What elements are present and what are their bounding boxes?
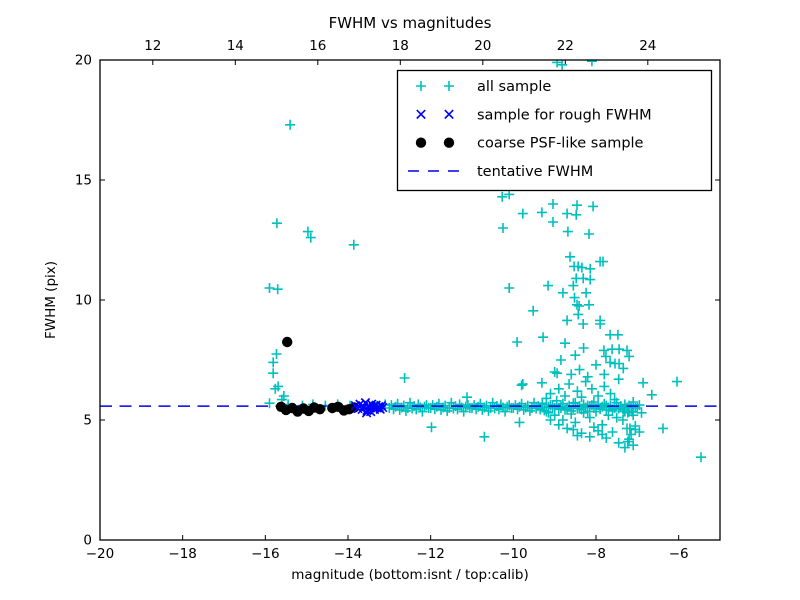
- legend-dot-marker: [415, 137, 427, 148]
- series-all-sample: [264, 60, 706, 463]
- x-bottom-tick-label: −8: [586, 546, 606, 562]
- legend-x-marker: [416, 109, 426, 120]
- y-tick-label: 5: [83, 413, 92, 429]
- x-top-tick-label: 24: [639, 38, 656, 54]
- legend-label: all sample: [477, 79, 551, 95]
- y-tick-label: 20: [75, 53, 92, 69]
- plot-frame: [99, 59, 721, 541]
- x-bottom-tick-label: −18: [168, 546, 197, 562]
- y-tick-label: 0: [83, 533, 92, 549]
- x-top-tick-label: 22: [557, 38, 574, 54]
- x-top-tick-label: 20: [474, 38, 491, 54]
- legend-plus-marker: [444, 81, 454, 91]
- y-tick-label: 15: [75, 173, 92, 189]
- chart-title: FWHM vs magnitudes: [329, 14, 492, 32]
- legend-x-marker: [444, 109, 454, 120]
- x-bottom-tick-label: −10: [499, 546, 528, 562]
- x-axis-label: magnitude (bottom:isnt / top:calib): [291, 567, 528, 583]
- x-bottom-tick-label: −16: [251, 546, 280, 562]
- y-axis-label: FWHM (pix): [43, 261, 59, 339]
- series-sample-for-rough-fwhm: [350, 397, 388, 418]
- x-top-tick-label: 18: [392, 38, 409, 54]
- y-tick-label: 10: [75, 293, 92, 309]
- x-bottom-tick-label: −20: [86, 546, 115, 562]
- legend-label: tentative FWHM: [477, 164, 593, 180]
- legend-plus-marker: [416, 81, 426, 91]
- x-top-tick-label: 16: [309, 38, 326, 54]
- legend-dot-marker: [443, 137, 455, 148]
- x-bottom-tick-label: −14: [334, 546, 363, 562]
- legend-label: sample for rough FWHM: [477, 107, 652, 123]
- x-bottom-tick-label: −6: [669, 546, 689, 562]
- legend-label: coarse PSF-like sample: [477, 136, 644, 152]
- x-top-tick-label: 12: [144, 38, 161, 54]
- x-bottom-tick-label: −12: [416, 546, 445, 562]
- x-top-tick-label: 14: [227, 38, 244, 54]
